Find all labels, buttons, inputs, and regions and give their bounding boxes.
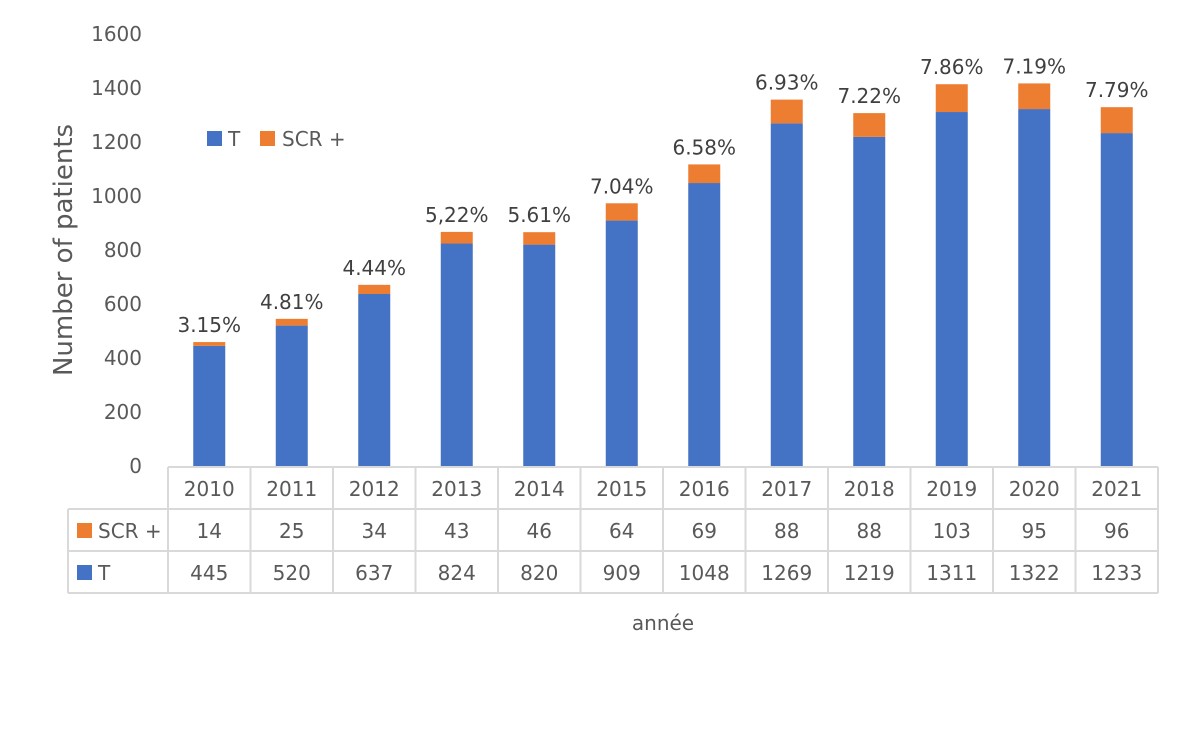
x-tick-label: 2019	[926, 477, 977, 501]
bar-t	[770, 123, 803, 467]
y-tick-label: 1400	[91, 76, 142, 100]
y-axis: 0 200 400 600 800 1000 1200 1400 1600	[91, 22, 142, 478]
table-cell: 1322	[1009, 561, 1060, 585]
y-tick-label: 400	[104, 346, 142, 370]
x-tick-label: 2017	[761, 477, 812, 501]
table-cell: 445	[190, 561, 228, 585]
table-row-swatch	[77, 565, 92, 580]
data-table: 2010 2011 2012 2013 2014 2015 2016 2017 2018 2019…	[67, 466, 1159, 594]
bar-scr	[688, 164, 721, 184]
percent-label: 6.58%	[672, 135, 736, 159]
x-tick-label: 2011	[266, 477, 317, 501]
percent-label: 4.81%	[260, 290, 324, 314]
x-axis-title: année	[632, 611, 694, 635]
bar-scr	[770, 99, 803, 124]
y-tick-label: 600	[104, 292, 142, 316]
bar-scr	[193, 342, 226, 346]
bar-scr	[935, 84, 968, 113]
bar-scr	[1100, 107, 1133, 134]
percent-label: 7.19%	[1002, 54, 1066, 78]
x-tick-label: 2010	[184, 477, 235, 501]
percent-label: 4.44%	[342, 256, 406, 280]
table-cell: 820	[520, 561, 558, 585]
table-cell: 46	[527, 519, 552, 543]
annotations: 3.15% 4.81% 4.44% 5,22% 5.61% 7.04% 6.58% 6.93%…	[177, 54, 1148, 337]
x-tick-label: 2012	[349, 477, 400, 501]
bar-t	[523, 244, 556, 466]
bar-scr	[523, 232, 556, 245]
percent-label: 7.86%	[920, 55, 984, 79]
table-cell: 1233	[1091, 561, 1142, 585]
y-tick-label: 0	[129, 454, 142, 478]
table-cell: 824	[438, 561, 476, 585]
legend-swatch-t	[207, 131, 222, 146]
legend-swatch-scr	[260, 131, 275, 146]
table-cell: 25	[279, 519, 304, 543]
x-tick-label: 2015	[596, 477, 647, 501]
x-tick-label: 2016	[679, 477, 730, 501]
y-tick-label: 1200	[91, 130, 142, 154]
x-tick-label: 2021	[1091, 477, 1142, 501]
x-tick-label: 2020	[1009, 477, 1060, 501]
table-cell: 1048	[679, 561, 730, 585]
table-cell: 520	[273, 561, 311, 585]
legend-label-scr: SCR +	[282, 127, 346, 151]
percent-label: 7.04%	[590, 174, 654, 198]
bar-t	[1100, 133, 1133, 466]
x-tick-label: 2018	[844, 477, 895, 501]
y-tick-label: 800	[104, 238, 142, 262]
y-axis-title: Number of patients	[49, 124, 79, 376]
table-cell: 14	[197, 519, 222, 543]
bar-t	[1018, 109, 1051, 466]
table-row-label: SCR +	[98, 519, 162, 543]
table-cell: 637	[355, 561, 393, 585]
legend-label-t: T	[227, 127, 241, 151]
bar-t	[853, 136, 886, 466]
table-cell: 1219	[844, 561, 895, 585]
y-tick-label: 1000	[91, 184, 142, 208]
bar-t	[275, 325, 308, 466]
percent-label: 5,22%	[425, 203, 489, 227]
bars	[193, 83, 1133, 467]
table-cell: 43	[444, 519, 469, 543]
bar-scr	[358, 284, 391, 295]
bar-scr	[275, 318, 308, 326]
bar-scr	[440, 231, 473, 244]
legend: T SCR +	[207, 127, 346, 151]
table-cell: 95	[1022, 519, 1047, 543]
percent-label: 3.15%	[177, 313, 241, 337]
table-cell: 69	[692, 519, 717, 543]
y-tick-label: 1600	[91, 22, 142, 46]
table-cell: 96	[1104, 519, 1129, 543]
table-cell: 1311	[926, 561, 977, 585]
table-cell: 909	[603, 561, 641, 585]
percent-label: 7.22%	[837, 84, 901, 108]
bar-t	[688, 183, 721, 467]
table-cell: 1269	[761, 561, 812, 585]
bar-scr	[605, 203, 638, 221]
x-tick-label: 2014	[514, 477, 565, 501]
bar-scr	[853, 113, 886, 137]
table-cell: 103	[933, 519, 971, 543]
table-cell: 88	[857, 519, 882, 543]
table-cell: 34	[362, 519, 387, 543]
table-cell: 64	[609, 519, 634, 543]
bar-t	[605, 220, 638, 466]
bar-t	[358, 294, 391, 466]
percent-label: 5.61%	[507, 203, 571, 227]
percent-label: 7.79%	[1085, 78, 1149, 102]
table-cell: 88	[774, 519, 799, 543]
bar-scr	[1018, 83, 1051, 110]
table-row-swatch	[77, 523, 92, 538]
y-tick-label: 200	[104, 400, 142, 424]
bar-t	[935, 112, 968, 466]
percent-label: 6.93%	[755, 71, 819, 95]
bar-t	[440, 243, 473, 466]
x-tick-label: 2013	[431, 477, 482, 501]
bar-t	[193, 345, 226, 466]
table-row-label: T	[97, 561, 111, 585]
